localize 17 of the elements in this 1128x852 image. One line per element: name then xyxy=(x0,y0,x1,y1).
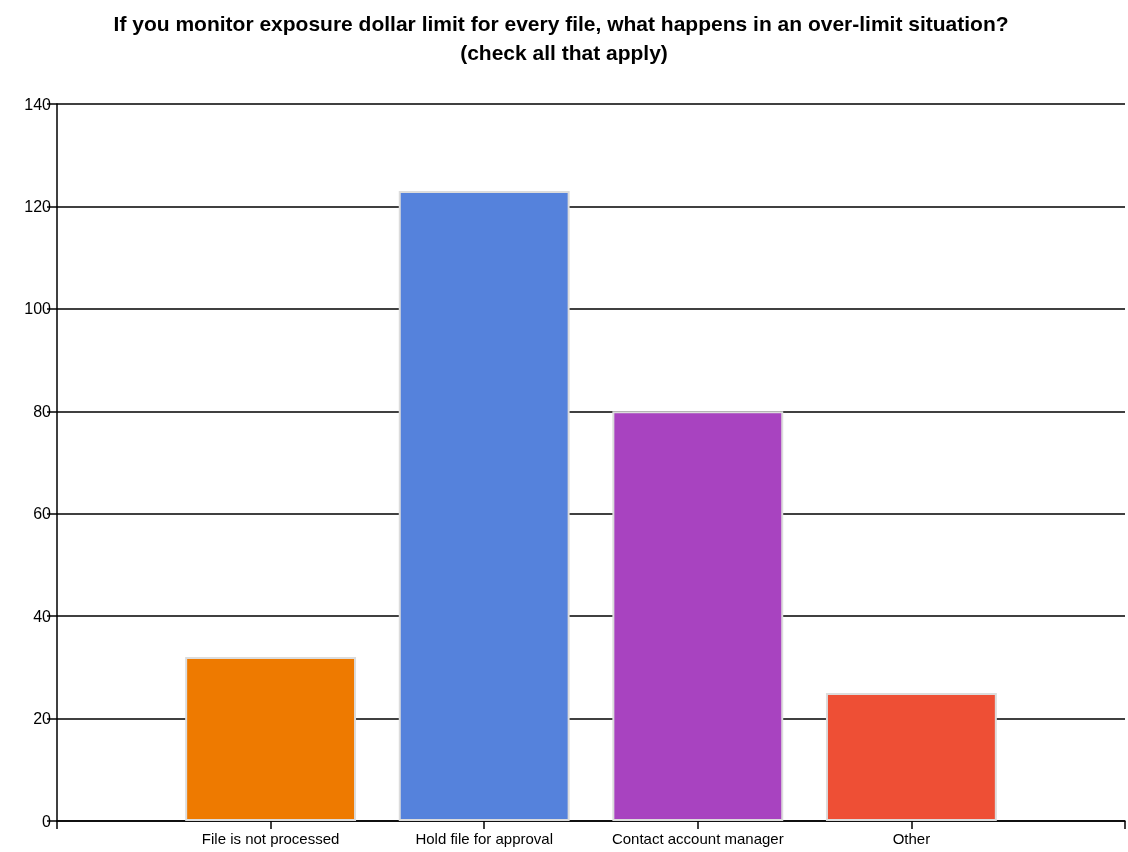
y-tick-label: 120 xyxy=(24,197,52,215)
y-tick-label: 20 xyxy=(33,710,52,728)
bar xyxy=(185,657,357,821)
x-tick-label: Contact account manager xyxy=(611,830,784,847)
x-tick-label: Hold file for approval xyxy=(415,830,553,847)
y-tick-label: 80 xyxy=(33,402,52,420)
y-tick-label: 140 xyxy=(24,95,52,113)
bar xyxy=(825,692,997,821)
y-tick-label: 0 xyxy=(42,812,52,830)
y-tick-label: 40 xyxy=(33,607,52,625)
x-tick-label: Other xyxy=(892,830,931,847)
bar xyxy=(612,411,784,821)
y-tick-label: 100 xyxy=(24,300,52,318)
chart-title: If you monitor exposure dollar limit for every file, what happens in an over-limit situation? (check all that apply) xyxy=(113,12,1015,64)
bar xyxy=(398,191,570,821)
y-tick-label: 60 xyxy=(33,505,52,523)
x-tick-label: File is not processed xyxy=(201,830,340,847)
